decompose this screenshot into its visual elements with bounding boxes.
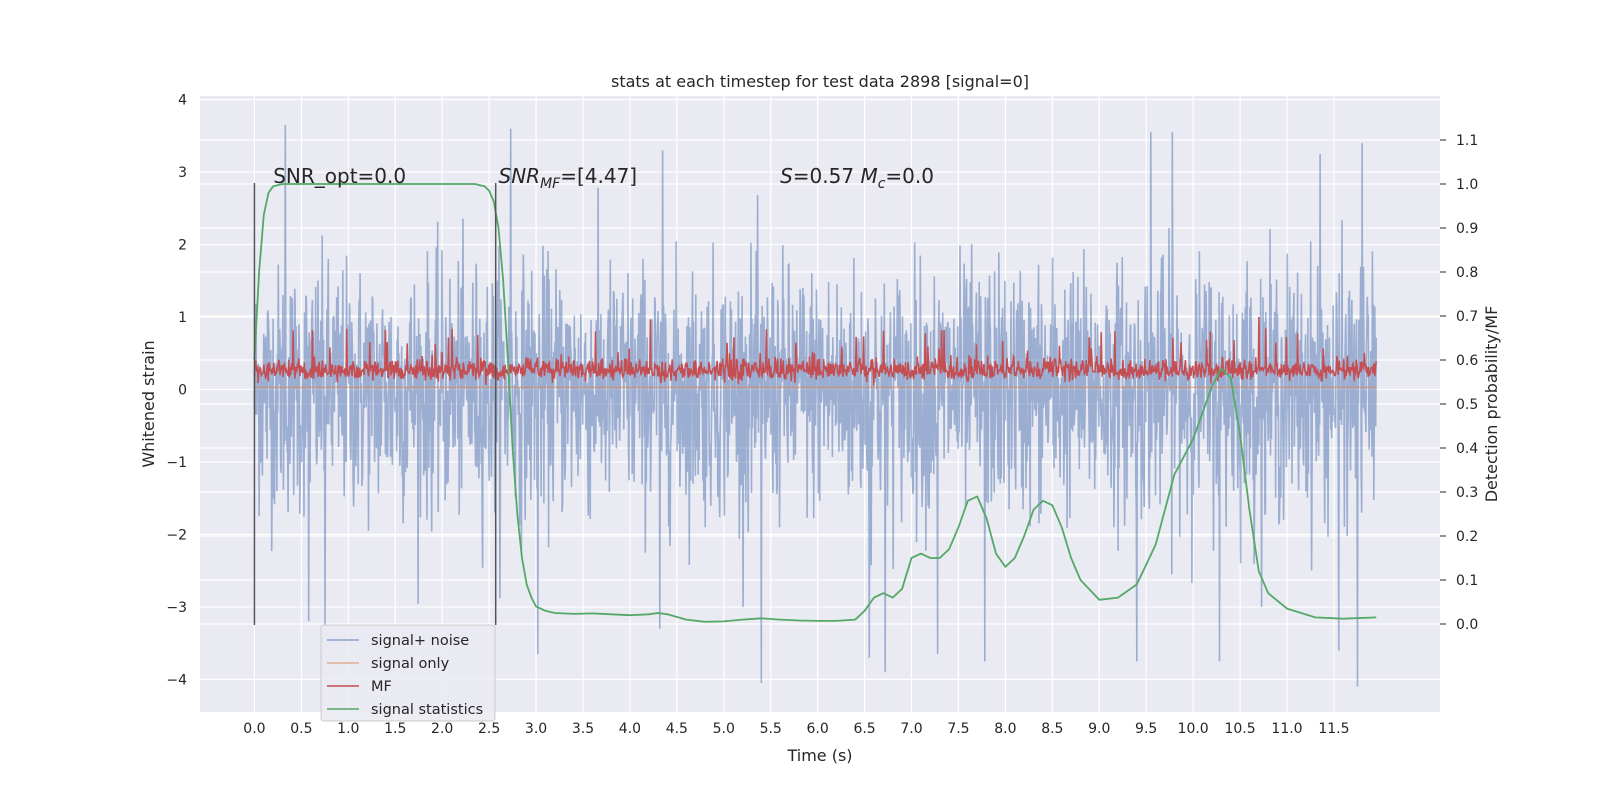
y-tick-label: 4: [178, 93, 187, 109]
legend-label-signal-only: signal only: [371, 656, 450, 672]
x-tick-label: 1.5: [384, 721, 406, 737]
x-tick-label: 6.0: [807, 721, 829, 737]
x-tick-label: 7.0: [900, 721, 922, 737]
x-tick-label: 5.5: [760, 721, 782, 737]
right-y-tick-label: 0.4: [1456, 441, 1478, 457]
right-y-tick-label: 0.9: [1456, 221, 1478, 237]
y-tick-label: −2: [166, 527, 187, 543]
x-tick-label: 7.5: [947, 721, 969, 737]
right-y-tick-label: 1.1: [1456, 133, 1478, 149]
x-tick-label: 0.0: [243, 721, 265, 737]
right-y-tick-label: 0.2: [1456, 529, 1478, 545]
annotation-1: SNRMF=[4.47]: [499, 164, 638, 192]
x-tick-label: 4.0: [619, 721, 641, 737]
y-axis-label: Whitened strain: [139, 340, 158, 467]
annotations: SNR_opt=0.0 SNRMF=[4.47] S=0.57 Mc=0.0: [273, 164, 934, 192]
right-y-tick-label: 1.0: [1456, 177, 1478, 193]
legend-label-signal-noise: signal+ noise: [371, 633, 469, 649]
right-y-tick-label: 0.6: [1456, 353, 1478, 369]
x-tick-label: 8.5: [1041, 721, 1063, 737]
x-tick-label: 6.5: [853, 721, 875, 737]
x-tick-label: 3.0: [525, 721, 547, 737]
right-y-tick-label: 0.7: [1456, 309, 1478, 325]
legend-box: [320, 624, 496, 722]
vertical-markers: [253, 182, 497, 626]
x-tick-label: 2.5: [478, 721, 500, 737]
y-tick-label: 2: [178, 238, 187, 254]
legend-label-mf: MF: [371, 679, 392, 695]
series-line-mf: [253, 316, 1377, 386]
right-y-tick-label: 0.3: [1456, 485, 1478, 501]
right-y-axis-label: Detection probability/MF: [1482, 306, 1501, 503]
y-tick-label: 3: [178, 165, 187, 181]
x-tick-label: 1.0: [337, 721, 359, 737]
y-tick-label: −4: [166, 672, 187, 688]
x-tick-label: 10.5: [1224, 721, 1255, 737]
x-tick-label: 11.0: [1271, 721, 1302, 737]
x-tick-label: 4.5: [666, 721, 688, 737]
right-y-tick-label: 0.5: [1456, 397, 1478, 413]
x-tick-labels: 0.0 0.5 1.0 1.5 2.0 2.5 3.0 3.5 4.0 4.5 5.0 5.5 6.0 6…: [243, 721, 1349, 737]
legend: signal+ noise signal only MF signal stat…: [320, 624, 496, 722]
series-line-signal-statistics: [253, 183, 1377, 623]
y-tick-labels: −4 −3 −2 −1 0 1 2 3 4: [166, 93, 187, 689]
x-tick-label: 3.5: [572, 721, 594, 737]
x-tick-label: 0.5: [290, 721, 312, 737]
series-line-signal-noise: [253, 124, 1377, 687]
right-y-tick-label: 0.0: [1456, 617, 1478, 633]
x-tick-label: 10.0: [1178, 721, 1209, 737]
right-y-tick-label: 0.1: [1456, 573, 1478, 589]
y-tick-label: 0: [178, 383, 187, 399]
y-tick-label: −1: [166, 455, 187, 471]
y-tick-label: −3: [166, 600, 187, 616]
plot-traces: [253, 124, 1377, 687]
x-axis-label: Time (s): [786, 746, 852, 765]
chart-title: stats at each timestep for test data 289…: [611, 72, 1029, 91]
legend-label-signal-statistics: signal statistics: [371, 702, 483, 718]
y-tick-label: 1: [178, 310, 187, 326]
annotation-0: SNR_opt=0.0: [273, 164, 406, 188]
x-tick-label: 9.0: [1088, 721, 1110, 737]
right-y-tick-labels: 0.0 0.1 0.2 0.3 0.4 0.5 0.6 0.7 0.8 0.9 1.0 1.1: [1440, 133, 1478, 633]
x-tick-label: 9.5: [1135, 721, 1157, 737]
right-y-tick-label: 0.8: [1456, 265, 1478, 281]
annotation-2: S=0.57 Mc=0.0: [780, 164, 934, 192]
x-tick-label: 5.0: [713, 721, 735, 737]
x-tick-label: 8.0: [994, 721, 1016, 737]
x-tick-label: 11.5: [1318, 721, 1349, 737]
x-tick-label: 2.0: [431, 721, 453, 737]
